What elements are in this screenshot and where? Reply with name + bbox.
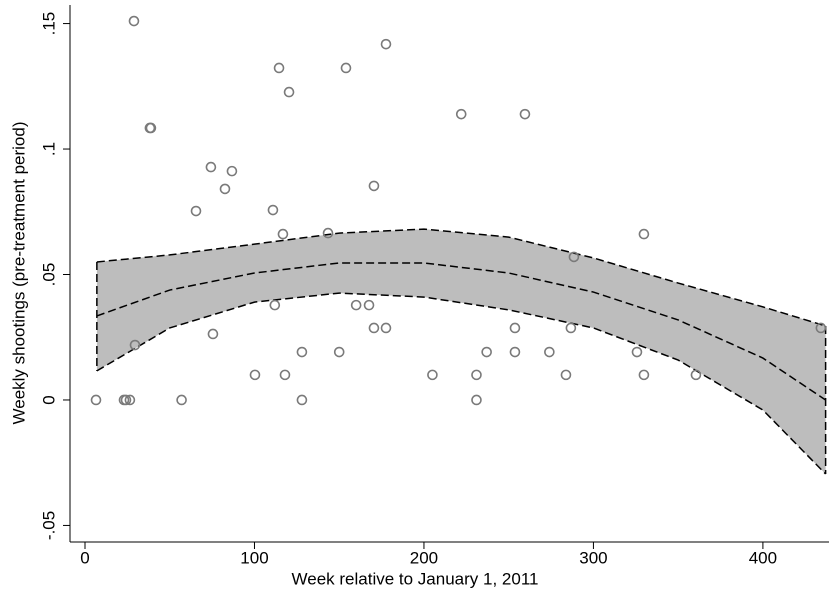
point [90,394,102,406]
point [565,322,577,334]
point [815,322,827,334]
point [455,108,467,120]
point [279,369,291,381]
point [380,322,392,334]
point [120,394,132,406]
point [219,183,231,195]
y-tick-label: .15 [39,12,58,36]
x-tick-label: 0 [80,548,89,567]
point [124,394,136,406]
point [568,251,580,263]
point [368,180,380,192]
point [205,161,217,173]
x-tick-label: 100 [240,548,268,567]
point [273,62,285,74]
point [509,322,521,334]
point [145,122,157,134]
point [207,328,219,340]
point [631,346,643,358]
y-tick-label: .05 [39,263,58,287]
point [269,299,281,311]
point [509,346,521,358]
point [128,15,140,27]
ci-line [96,292,827,475]
y-tick-label: 0 [39,395,58,404]
point [363,299,375,311]
point [283,86,295,98]
ci-band [96,229,826,474]
x-tick-label: 300 [579,548,607,567]
point [350,299,362,311]
point [190,205,202,217]
y-axis-title: Weekly shootings (pre-treatment period) [9,122,28,425]
point [340,62,352,74]
point [481,346,492,358]
point [368,322,380,334]
point [129,339,141,351]
point [519,108,531,120]
x-tick-label: 400 [749,548,777,567]
point [296,346,308,358]
point [296,394,308,406]
point [277,228,289,240]
point [226,165,238,177]
x-axis-title: Week relative to January 1, 2011 [292,569,539,588]
point [333,346,345,358]
point [690,369,702,381]
y-tick-label: .1 [39,142,58,156]
point [176,394,187,406]
point [471,369,482,381]
point [560,369,572,381]
ci-line [96,228,826,327]
point [638,228,650,240]
point [380,38,392,50]
y-tick-label: -.05 [39,511,58,540]
point [427,369,438,381]
fit-line [96,262,827,401]
point [322,227,334,239]
point [249,369,261,381]
x-tick-label: 200 [410,548,438,567]
point [471,394,482,406]
point [544,346,555,358]
point [638,369,650,381]
point [267,204,279,216]
